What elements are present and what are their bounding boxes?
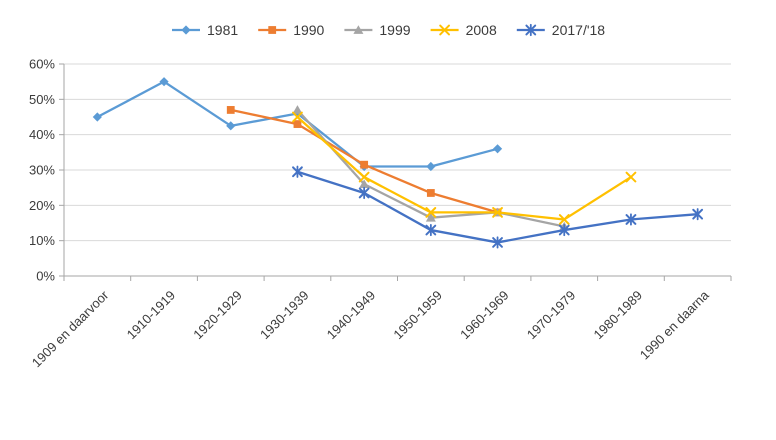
marker-square <box>426 189 435 197</box>
x-category-label: 1930-1939 <box>257 288 312 343</box>
x-category-label: 1910-1919 <box>124 288 179 343</box>
marker-diamond <box>159 77 169 87</box>
y-tick-label: 10% <box>29 233 55 248</box>
series-2017-18 <box>292 165 704 249</box>
series-2008 <box>292 111 637 225</box>
series-line-2008 <box>296 115 633 221</box>
x-category-label: 1909 en daarvoor <box>29 287 112 370</box>
marker-triangle <box>425 212 436 222</box>
marker-triangle <box>292 105 303 114</box>
marker-diamond <box>181 25 191 35</box>
marker-diamond <box>226 121 236 131</box>
x-category-label: 1920-1929 <box>190 288 245 343</box>
x-category-label: 1940-1949 <box>324 288 379 343</box>
y-tick-label: 0% <box>36 269 55 284</box>
marker-square <box>293 120 302 128</box>
legend-item-1999: 1999 <box>344 22 411 38</box>
marker-square <box>226 106 235 114</box>
legend-label: 1999 <box>379 22 410 38</box>
legend-item-1990: 1990 <box>258 22 325 38</box>
marker-x <box>292 111 303 123</box>
marker-x <box>425 207 437 218</box>
y-tick-label: 30% <box>29 163 55 178</box>
series-1990 <box>226 106 502 217</box>
marker-x <box>625 171 637 183</box>
series-line-2017-18 <box>296 170 699 244</box>
y-tick-label: 60% <box>29 57 55 72</box>
y-tick-label: 40% <box>29 127 55 142</box>
marker-diamond <box>426 161 436 172</box>
x-category-label: 1970-1979 <box>524 288 579 343</box>
x-category-label: 1950-1959 <box>390 288 445 343</box>
x-category-label: 1960-1969 <box>457 288 512 343</box>
y-tick-label: 50% <box>29 92 55 107</box>
legend-item-1981: 1981 <box>172 22 238 38</box>
x-category-label: 1990 en daarna <box>637 287 713 363</box>
x-category-label: 1980-1989 <box>591 288 646 343</box>
marker-x <box>358 171 370 183</box>
marker-x <box>558 214 570 225</box>
marker-square <box>360 160 369 169</box>
legend-label: 1981 <box>207 22 238 38</box>
legend-item-2017-18: 2017/'18 <box>516 22 605 38</box>
marker-diamond <box>492 144 503 154</box>
marker-square <box>268 26 277 34</box>
legend-label: 2008 <box>466 22 497 38</box>
marker-x <box>492 207 503 218</box>
marker-triangle <box>353 25 364 34</box>
legend-label: 2017/'18 <box>552 22 605 38</box>
marker-x <box>439 24 450 36</box>
legend-item-2008: 2008 <box>430 22 497 38</box>
legend-label: 1990 <box>293 22 324 38</box>
y-tick-label: 20% <box>29 198 55 213</box>
marker-diamond <box>92 112 102 122</box>
marker-triangle <box>359 179 370 189</box>
